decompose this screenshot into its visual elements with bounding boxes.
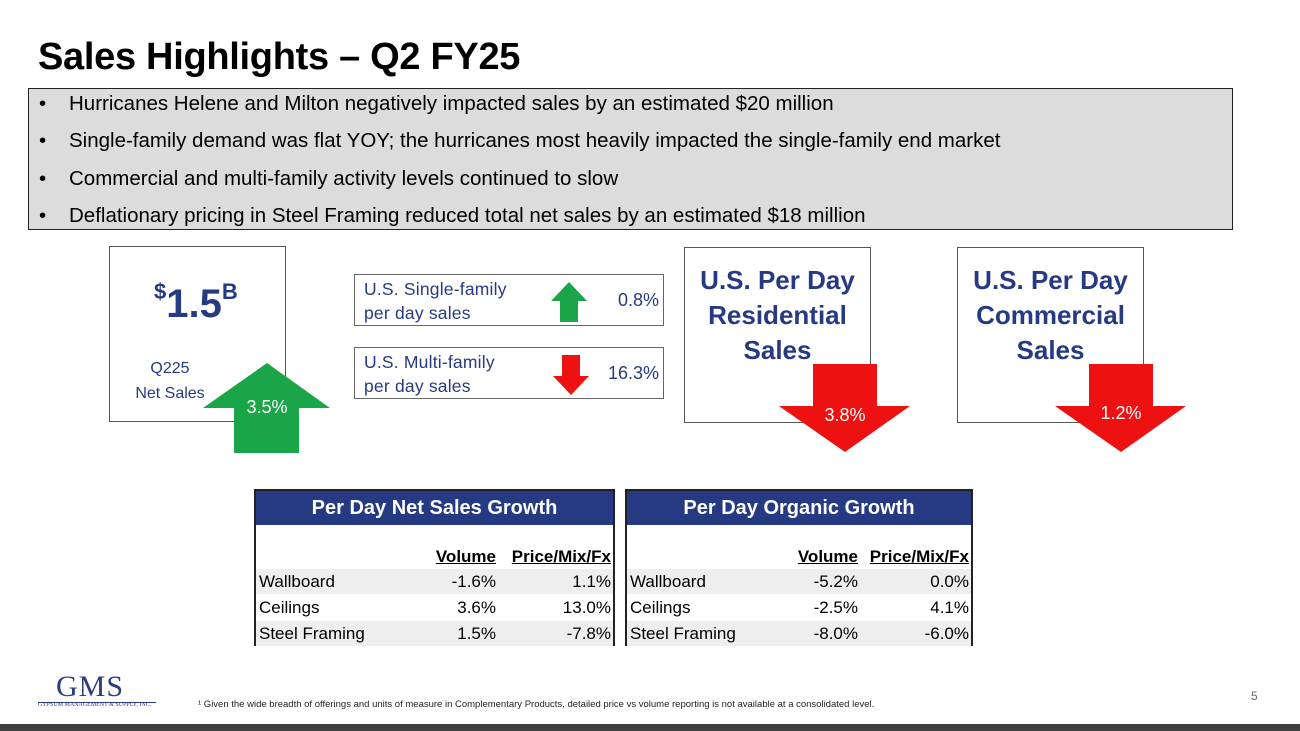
bullet-item: • Single-family demand was flat YOY; the …: [39, 129, 1001, 152]
residential-change: 3.8%: [824, 405, 866, 425]
metric-label: U.S. Multi-family per day sales: [364, 352, 495, 396]
table-title: Per Day Net Sales Growth: [256, 491, 613, 525]
commercial-sales-card: U.S. Per Day Commercial Sales: [957, 247, 1144, 423]
down-arrow-icon: [1055, 364, 1186, 452]
metric-label: U.S. Single-family per day sales: [364, 279, 507, 323]
bullet-icon: •: [39, 167, 47, 190]
bullet-icon: •: [39, 92, 47, 115]
net-sales-amount: $1.5B: [154, 279, 238, 326]
metric-value: 0.8%: [617, 290, 659, 310]
bullet-icon: •: [39, 204, 47, 227]
page-number: 5: [1251, 689, 1258, 703]
commercial-change: 1.2%: [1100, 403, 1142, 423]
table-row: Steel Framing 1.5% -7.8%: [256, 621, 613, 646]
single-family-metric: U.S. Single-family per day sales 0.8%: [354, 274, 664, 326]
table-header-row: Volume Price/Mix/Fx: [435, 547, 611, 566]
bottom-bar: [0, 724, 1300, 731]
up-arrow-icon: [551, 282, 587, 322]
card-title: U.S. Per Day Residential Sales: [700, 265, 855, 365]
net-sales-card: $1.5B Q225 Net Sales: [109, 246, 286, 422]
company-logo: GMS GYPSUM MANAGEMENT & SUPPLY, INC.: [38, 670, 156, 712]
table-row: Wallboard -1.6% 1.1%: [256, 569, 613, 594]
multi-family-metric: U.S. Multi-family per day sales 16.3%: [354, 347, 664, 399]
bullet-item: • Deflationary pricing in Steel Framing r…: [39, 204, 866, 227]
organic-growth-table: Per Day Organic Growth Volume Price/Mix/…: [625, 489, 973, 646]
net-sales-label: Net Sales: [135, 385, 205, 402]
net-sales-period: Q225: [150, 360, 190, 377]
slide-title: Sales Highlights – Q2 FY25: [38, 36, 521, 78]
footnote: ¹ Given the wide breadth of offerings an…: [198, 699, 875, 710]
net-sales-growth-table: Per Day Net Sales Growth Volume Price/Mi…: [254, 489, 615, 646]
net-sales-change: 3.5%: [246, 397, 288, 417]
down-arrow-icon: [553, 355, 589, 395]
table-row: Ceilings -2.5% 4.1%: [630, 598, 969, 617]
table-row: Steel Framing -8.0% -6.0%: [627, 621, 971, 646]
highlights-box: • Hurricanes Helene and Milton negatively…: [28, 88, 1233, 230]
up-arrow-icon: [203, 363, 330, 453]
bullet-item: • Commercial and multi-family activity le…: [39, 167, 619, 190]
down-arrow-icon: [779, 364, 910, 452]
card-title: U.S. Per Day Commercial Sales: [973, 265, 1128, 365]
table-row: Ceilings 3.6% 13.0%: [259, 598, 611, 617]
table-header-row: Volume Price/Mix/Fx: [797, 547, 969, 566]
table-row: Wallboard -5.2% 0.0%: [627, 569, 971, 594]
bullet-item: • Hurricanes Helene and Milton negatively…: [39, 92, 834, 115]
metric-value: 16.3%: [607, 363, 659, 383]
bullet-icon: •: [39, 129, 47, 152]
table-title: Per Day Organic Growth: [627, 491, 971, 525]
